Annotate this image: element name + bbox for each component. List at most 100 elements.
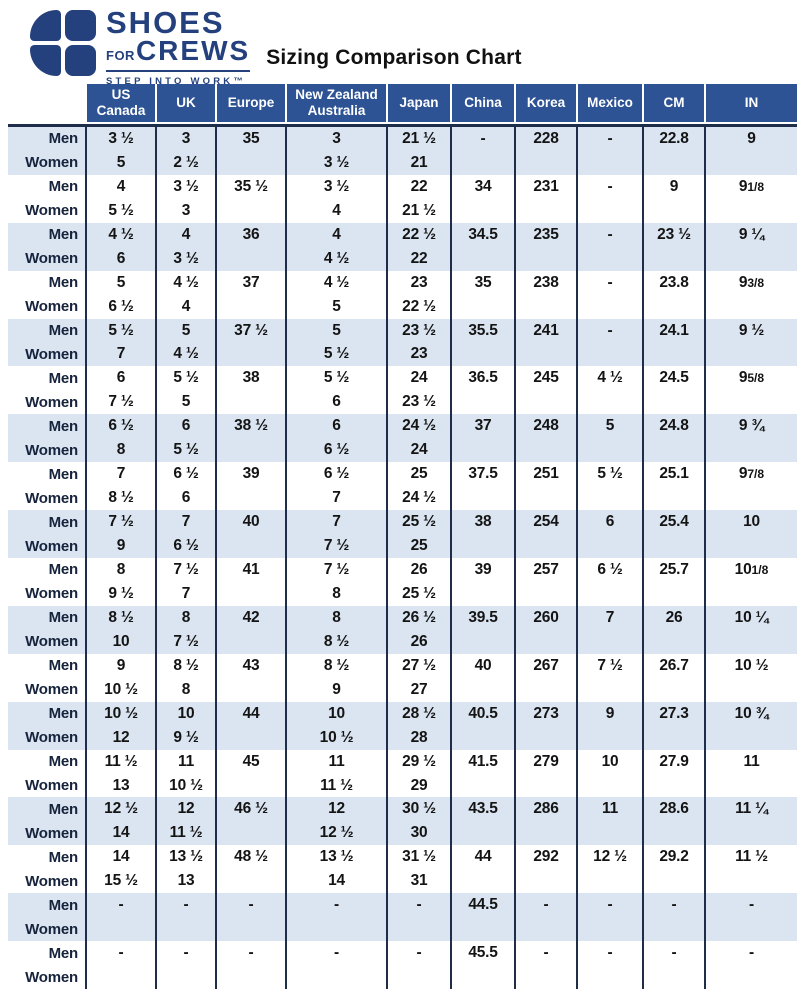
men-size-value: 24.5 bbox=[659, 369, 689, 387]
men-size-value: 5 ½ bbox=[173, 369, 199, 387]
women-size-value bbox=[644, 869, 704, 893]
women-size-value bbox=[452, 965, 514, 989]
men-size-value: 238 bbox=[533, 273, 559, 291]
men-size-value: 10 ½ bbox=[104, 704, 138, 722]
women-size-value: 15 ½ bbox=[104, 872, 138, 890]
men-size-value: 9 5/8 bbox=[738, 369, 765, 387]
men-size-value: 9 bbox=[669, 177, 679, 195]
men-size-value: 7 ½ bbox=[173, 560, 199, 578]
size-cell: 251 bbox=[514, 462, 576, 511]
women-size-value bbox=[452, 343, 514, 367]
women-size-value bbox=[644, 199, 704, 223]
size-cell: 13 ½ 14 bbox=[285, 845, 386, 894]
women-label: Women bbox=[25, 250, 78, 268]
size-cell: - bbox=[576, 127, 642, 175]
women-size-value bbox=[644, 726, 704, 750]
women-size-value bbox=[706, 965, 797, 989]
women-size-value bbox=[516, 917, 576, 941]
women-size-value: 11 ½ bbox=[320, 776, 353, 794]
men-size-value: - bbox=[749, 944, 754, 962]
women-size-value bbox=[217, 295, 285, 319]
men-label: Men bbox=[48, 274, 79, 292]
women-size-value: 6 ½ bbox=[108, 297, 134, 315]
women-size-value bbox=[644, 965, 704, 989]
size-row: Men Women 10 ½ 12 10 9 ½ 44 10 10 ½ 28 ½ 28 40.5 273… bbox=[8, 701, 797, 750]
size-cell: 37 bbox=[215, 270, 285, 319]
size-cell: 36 bbox=[215, 222, 285, 271]
size-cell: 31 ½ 31 bbox=[386, 845, 450, 894]
size-cell: 34.5 bbox=[450, 222, 514, 271]
men-size-value: 279 bbox=[533, 752, 559, 770]
men-size-value: 10 bbox=[743, 513, 760, 531]
women-label: Women bbox=[25, 777, 78, 794]
size-cell: 10 ½ 12 bbox=[85, 701, 155, 750]
women-size-value: 30 bbox=[410, 824, 428, 842]
women-size-value: 7 bbox=[181, 584, 191, 602]
size-cell: 9 bbox=[704, 127, 797, 175]
men-size-value: 9 bbox=[747, 129, 756, 147]
size-cell: - bbox=[704, 893, 797, 942]
men-size-value: 11 ½ bbox=[735, 848, 768, 866]
women-size-value bbox=[644, 582, 704, 606]
row-label-cell: Men Women bbox=[8, 797, 85, 845]
size-cell: 44 bbox=[450, 845, 514, 894]
men-size-value: 24.8 bbox=[659, 417, 689, 435]
women-size-value bbox=[452, 486, 514, 510]
size-cell: 46 ½ bbox=[215, 797, 285, 846]
size-cell: 23 ½ bbox=[642, 222, 704, 271]
women-size-value bbox=[217, 534, 285, 558]
women-size-value bbox=[706, 821, 797, 845]
women-size-value bbox=[516, 965, 576, 989]
men-size-value: 5 ½ bbox=[323, 369, 350, 387]
size-cell: 40 bbox=[450, 653, 514, 702]
women-size-value: 5 ½ bbox=[323, 345, 350, 363]
size-cell: - bbox=[704, 941, 797, 989]
men-size-value: - bbox=[543, 944, 549, 962]
size-cell: 7 ½ bbox=[576, 653, 642, 702]
size-cell: 25.4 bbox=[642, 510, 704, 559]
women-size-value bbox=[706, 295, 797, 319]
men-size-value: 4 ½ bbox=[108, 225, 134, 243]
size-cell: 9 1/8 bbox=[704, 174, 797, 223]
size-cell: - bbox=[514, 893, 576, 942]
size-cell: 9 7/8 bbox=[704, 462, 797, 511]
size-cell: - bbox=[215, 941, 285, 989]
men-size-value: 5 bbox=[332, 321, 341, 339]
size-cell: 35 bbox=[215, 127, 285, 175]
size-cell: 24.8 bbox=[642, 414, 704, 463]
men-size-value: - bbox=[416, 896, 422, 914]
men-size-value: 37 ½ bbox=[234, 321, 268, 339]
size-cell: 25 ½ 25 bbox=[386, 510, 450, 559]
women-size-value: 14 bbox=[328, 872, 345, 890]
women-size-value: 10 bbox=[112, 632, 130, 650]
women-size-value bbox=[578, 630, 642, 654]
size-cell: - bbox=[576, 941, 642, 989]
size-cell: 257 bbox=[514, 558, 576, 606]
size-cell: 44.5 bbox=[450, 893, 514, 942]
women-size-value: 23 bbox=[410, 345, 428, 363]
men-size-value: 29 ½ bbox=[402, 752, 436, 770]
size-cell: 11 ½ bbox=[704, 845, 797, 894]
women-size-value bbox=[706, 199, 797, 223]
women-size-value bbox=[516, 151, 576, 175]
logo-word-crews-line: FOR CREWS bbox=[106, 37, 251, 72]
sizing-comparison-table: US Canada UK Europe New Zealand Australia Ja… bbox=[8, 84, 797, 989]
size-cell: 26.7 bbox=[642, 653, 704, 702]
size-cell: 26 bbox=[642, 605, 704, 654]
men-size-value: 39 bbox=[474, 560, 492, 578]
size-cell: 39.5 bbox=[450, 605, 514, 654]
men-size-value: 38 bbox=[242, 369, 260, 387]
men-size-value: 11 bbox=[743, 752, 760, 770]
column-header: CM bbox=[642, 84, 704, 122]
logo-word-shoes: SHOES bbox=[106, 5, 225, 40]
women-size-value bbox=[644, 247, 704, 271]
women-size-value: 7 ½ bbox=[323, 537, 350, 555]
